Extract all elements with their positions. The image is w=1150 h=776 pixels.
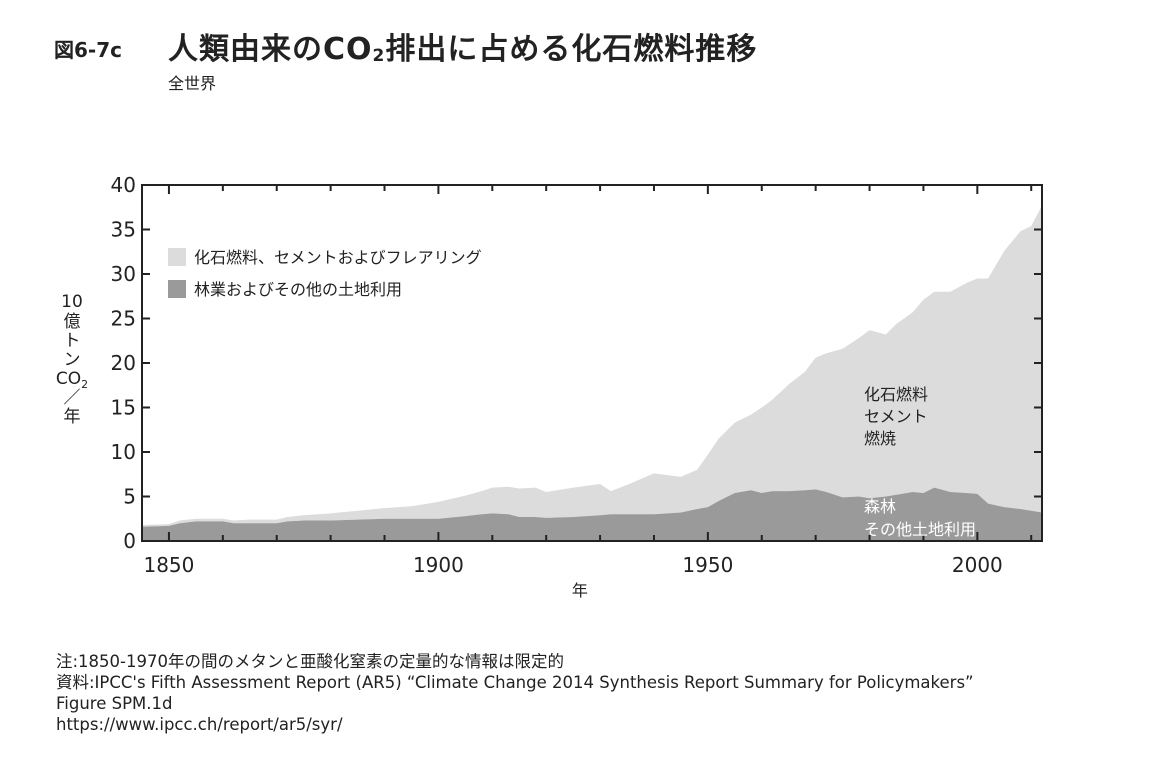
x-axis-label: 年 bbox=[572, 581, 588, 600]
figure-label: 図6-7c bbox=[54, 38, 122, 62]
annotation-fossil: セメント bbox=[864, 407, 928, 426]
chart-title-rest: 排出に占める化石燃料推移 bbox=[385, 32, 758, 67]
y-tick-label: 0 bbox=[123, 529, 136, 553]
legend-label: 化石燃料、セメントおよびフレアリング bbox=[194, 248, 482, 267]
y-tick-label: 40 bbox=[111, 173, 136, 197]
y-axis-label-line: 年 bbox=[64, 407, 81, 427]
annotation-forestry: その他土地利用 bbox=[864, 520, 976, 539]
y-axis-label-line: ／ bbox=[64, 388, 81, 408]
annotation-forestry: 森林 bbox=[864, 497, 896, 516]
note-text: 注:1850-1970年の間のメタンと亜酸化窒素の定量的な情報は限定的 bbox=[56, 652, 564, 671]
y-tick-label: 15 bbox=[111, 396, 136, 420]
y-tick-label: 25 bbox=[111, 307, 136, 331]
y-axis-label-subscript: 2 bbox=[81, 378, 88, 391]
y-axis-label-line: 10 bbox=[61, 292, 83, 312]
y-axis-label-line: ト bbox=[64, 331, 81, 351]
y-axis-label-line: CO2 bbox=[56, 369, 88, 391]
chart-title-main: 人類由来のCO bbox=[168, 32, 373, 67]
y-axis-label-line: ン bbox=[64, 350, 81, 370]
chart-subtitle: 全世界 bbox=[168, 74, 217, 93]
y-tick-label: 35 bbox=[111, 218, 136, 242]
series-area-fossil-fuel bbox=[142, 205, 1042, 527]
x-tick-label: 2000 bbox=[952, 553, 1003, 577]
chart-title: 人類由来のCO2排出に占める化石燃料推移 bbox=[168, 24, 757, 68]
y-tick-label: 30 bbox=[111, 262, 136, 286]
y-tick-label: 5 bbox=[123, 485, 136, 509]
chart-notes: 注:1850-1970年の間のメタンと亜酸化窒素の定量的な情報は限定的 資料:I… bbox=[56, 651, 974, 735]
y-tick-label: 10 bbox=[111, 440, 136, 464]
annotation-fossil: 化石燃料 bbox=[864, 385, 928, 404]
source-url[interactable]: https://www.ipcc.ch/report/ar5/syr/ bbox=[56, 715, 343, 734]
legend-swatch bbox=[168, 248, 186, 266]
chart-title-subscript: 2 bbox=[372, 46, 386, 66]
figure-reference: Figure SPM.1d bbox=[56, 694, 173, 713]
x-tick-label: 1850 bbox=[143, 553, 194, 577]
x-tick-label: 1950 bbox=[682, 553, 733, 577]
y-axis-label-line: 億 bbox=[64, 312, 81, 332]
legend-swatch bbox=[168, 280, 186, 298]
y-tick-label: 20 bbox=[111, 351, 136, 375]
source-text: 資料:IPCC's Fifth Assessment Report (AR5) … bbox=[56, 673, 974, 692]
legend-label: 林業およびその他の土地利用 bbox=[194, 280, 402, 299]
x-tick-label: 1900 bbox=[413, 553, 464, 577]
annotation-fossil: 燃焼 bbox=[864, 429, 896, 448]
series-area-forestry bbox=[142, 487, 1042, 541]
